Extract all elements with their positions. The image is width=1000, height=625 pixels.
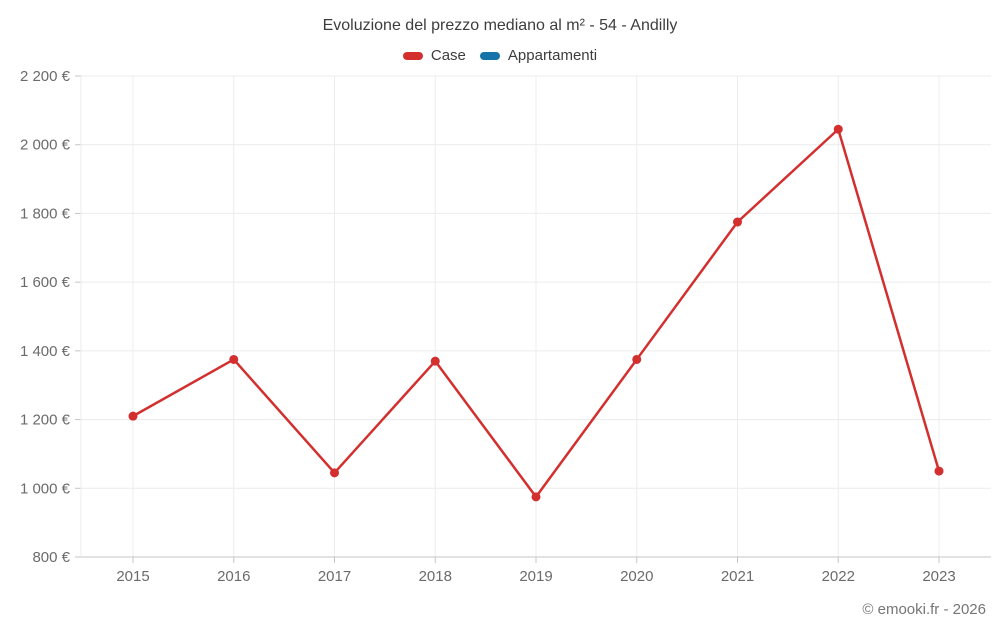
x-axis-label: 2021 bbox=[721, 568, 754, 585]
case-data-point[interactable] bbox=[833, 124, 843, 134]
y-axis-label: 1 200 € bbox=[20, 412, 71, 429]
x-axis-label: 2019 bbox=[519, 568, 552, 585]
copyright-watermark: © emooki.fr - 2026 bbox=[862, 601, 986, 618]
legend-item-case[interactable]: Case bbox=[402, 47, 466, 64]
legend: Case Appartamenti bbox=[0, 47, 1000, 64]
y-axis-label: 800 € bbox=[32, 549, 70, 566]
case-data-point[interactable] bbox=[934, 466, 944, 476]
case-data-point[interactable] bbox=[330, 468, 339, 478]
y-axis-label: 2 000 € bbox=[20, 137, 71, 154]
y-axis-label: 1 600 € bbox=[20, 274, 71, 291]
case-series-swatch-icon bbox=[402, 51, 423, 60]
legend-item-label: Appartamenti bbox=[507, 47, 598, 64]
y-axis-label: 1 000 € bbox=[20, 480, 71, 497]
y-axis-label: 1 800 € bbox=[20, 205, 71, 222]
x-axis-label: 2015 bbox=[116, 568, 149, 585]
x-axis-label: 2018 bbox=[419, 568, 452, 585]
case-data-point[interactable] bbox=[430, 356, 440, 366]
x-axis-label: 2020 bbox=[620, 568, 653, 585]
x-axis-label: 2017 bbox=[318, 568, 351, 585]
y-axis-label: 1 400 € bbox=[20, 343, 71, 360]
case-data-point[interactable] bbox=[733, 217, 742, 227]
chart-title: Evoluzione del prezzo mediano al m² - 54… bbox=[322, 17, 678, 34]
case-data-point[interactable] bbox=[531, 492, 541, 502]
x-axis-label: 2023 bbox=[922, 568, 955, 585]
y-axis-label: 2 200 € bbox=[20, 68, 71, 85]
case-data-point[interactable] bbox=[128, 411, 138, 421]
case-data-point[interactable] bbox=[632, 354, 642, 364]
x-axis-label: 2022 bbox=[822, 568, 855, 585]
appartamenti-series-swatch-icon bbox=[479, 51, 500, 60]
case-data-point[interactable] bbox=[229, 354, 239, 364]
x-axis-label: 2016 bbox=[217, 568, 250, 585]
legend-item-label: Case bbox=[430, 47, 466, 64]
legend-item-appartamenti[interactable]: Appartamenti bbox=[479, 47, 598, 64]
